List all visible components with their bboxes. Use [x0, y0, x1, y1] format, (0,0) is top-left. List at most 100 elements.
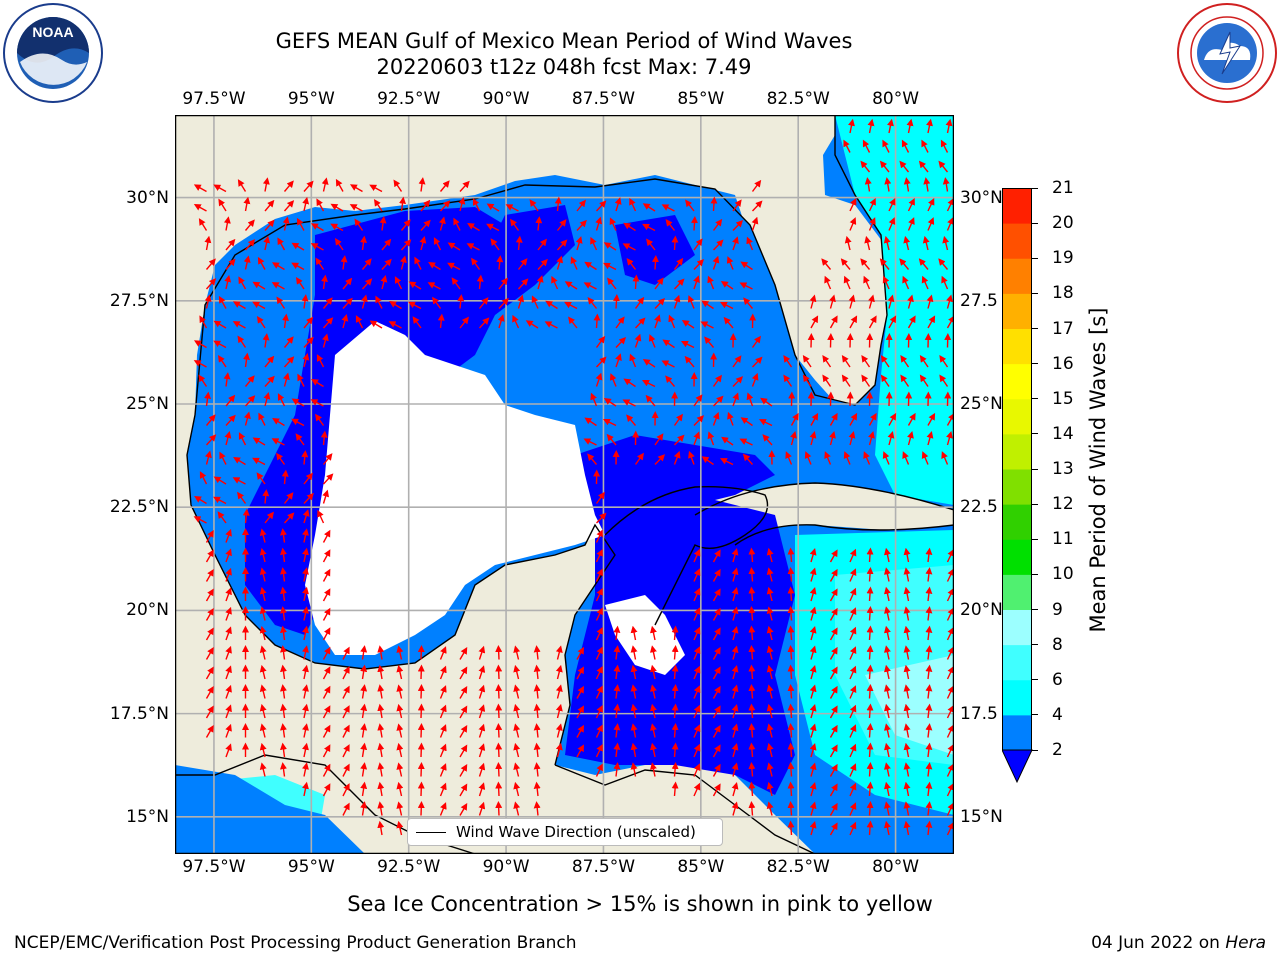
wave-direction-arrow	[377, 781, 385, 797]
wave-direction-arrow	[244, 395, 256, 407]
wave-direction-arrow	[731, 548, 739, 563]
wave-direction-arrow	[377, 742, 385, 758]
wave-direction-arrow	[921, 275, 929, 290]
wave-direction-arrow	[433, 237, 442, 251]
wave-direction-arrow	[866, 801, 874, 816]
wave-direction-arrow	[295, 433, 305, 446]
wave-direction-arrow	[280, 703, 287, 719]
wave-direction-arrow	[866, 567, 874, 582]
wave-direction-arrow	[693, 646, 701, 660]
wave-direction-arrow	[355, 315, 364, 329]
wave-direction-arrow	[459, 705, 468, 719]
wave-direction-arrow	[946, 607, 954, 621]
wave-direction-arrow	[712, 627, 721, 641]
wave-direction-arrow	[938, 258, 949, 270]
map-frame	[174, 114, 955, 855]
wave-direction-arrow	[849, 315, 858, 329]
wave-direction-arrow	[467, 222, 480, 232]
wave-direction-arrow	[888, 315, 897, 329]
wave-direction-arrow	[595, 216, 603, 231]
wave-direction-arrow	[866, 606, 874, 621]
wave-direction-arrow	[587, 297, 598, 309]
chart-title-line2: 20220603 t12z 048h fcst Max: 7.49	[376, 55, 752, 79]
wave-direction-arrow	[517, 294, 525, 309]
wave-direction-arrow	[495, 742, 503, 758]
wave-direction-arrow	[829, 315, 838, 329]
wave-direction-arrow	[921, 451, 929, 465]
wave-direction-arrow	[280, 645, 287, 660]
wave-direction-arrow	[198, 374, 208, 387]
wave-direction-arrow	[748, 567, 756, 582]
wave-direction-arrow	[884, 781, 891, 797]
wave-direction-arrow	[650, 742, 657, 758]
wave-direction-arrow	[321, 177, 329, 192]
colorbar-tick	[1032, 222, 1038, 224]
wave-direction-arrow	[303, 180, 314, 192]
wave-direction-arrow	[302, 509, 310, 524]
wave-direction-arrow	[866, 625, 874, 641]
wave-direction-arrow	[193, 516, 207, 524]
wave-direction-arrow	[868, 217, 876, 231]
wave-direction-arrow	[466, 243, 480, 251]
wave-direction-arrow	[375, 295, 383, 309]
wave-direction-arrow	[622, 399, 636, 407]
wave-direction-arrow	[634, 317, 646, 329]
wave-direction-arrow	[302, 196, 310, 212]
wave-direction-arrow	[766, 762, 774, 777]
wave-direction-arrow	[568, 316, 578, 329]
wave-direction-arrow	[712, 239, 724, 251]
wave-direction-arrow	[280, 586, 287, 602]
wave-direction-arrow	[888, 412, 897, 426]
wave-direction-arrow	[377, 723, 385, 738]
wave-direction-arrow	[259, 762, 267, 777]
wave-direction-arrow	[517, 258, 528, 270]
wave-direction-arrow	[907, 197, 915, 212]
wave-direction-arrow	[751, 216, 759, 231]
wave-direction-arrow	[204, 391, 211, 407]
wave-direction-arrow	[623, 222, 636, 232]
colorbar-tick	[1032, 503, 1038, 505]
wave-direction-arrow	[615, 316, 625, 329]
wave-direction-arrow	[922, 235, 930, 251]
wave-direction-arrow	[259, 664, 267, 680]
wave-direction-arrow	[902, 275, 910, 290]
wave-direction-arrow	[193, 204, 207, 212]
wave-direction-arrow	[495, 762, 503, 777]
wave-direction-arrow	[478, 645, 486, 660]
wave-direction-arrow	[205, 588, 214, 602]
wave-direction-arrow	[360, 801, 368, 816]
wave-direction-arrow	[271, 438, 285, 446]
wave-direction-arrow	[377, 664, 385, 680]
wave-direction-arrow	[478, 665, 486, 680]
wave-direction-arrow	[829, 627, 838, 641]
wave-direction-arrow	[642, 358, 656, 368]
wave-direction-arrow	[389, 300, 402, 310]
wave-direction-arrow	[264, 199, 275, 212]
wave-direction-arrow	[280, 528, 287, 543]
wave-direction-arrow	[671, 664, 679, 680]
wave-direction-arrow	[258, 412, 266, 426]
colorbar-tick	[1032, 609, 1038, 610]
wave-direction-arrow	[322, 489, 330, 504]
wave-direction-arrow	[903, 684, 911, 699]
wave-direction-arrow	[615, 353, 622, 368]
wave-direction-arrow	[213, 320, 227, 329]
wave-direction-arrow	[576, 219, 587, 231]
credit-date: 04 Jun 2022 on	[1091, 933, 1226, 953]
wave-direction-arrow	[901, 139, 910, 153]
wave-direction-arrow	[946, 568, 954, 582]
wave-direction-arrow	[766, 684, 774, 699]
wave-direction-arrow	[576, 705, 584, 719]
wave-direction-arrow	[946, 197, 954, 212]
wave-direction-arrow	[863, 451, 871, 465]
wave-direction-arrow	[302, 606, 309, 621]
colorbar-tick	[1032, 433, 1038, 435]
wave-direction-arrow	[458, 197, 466, 212]
wave-direction-arrow	[595, 743, 603, 758]
wave-direction-arrow	[942, 177, 950, 192]
wave-direction-arrow	[603, 262, 617, 271]
wave-direction-arrow	[925, 547, 933, 563]
wave-direction-arrow	[564, 301, 578, 310]
wave-direction-arrow	[887, 294, 895, 309]
wave-direction-arrow	[907, 315, 916, 329]
